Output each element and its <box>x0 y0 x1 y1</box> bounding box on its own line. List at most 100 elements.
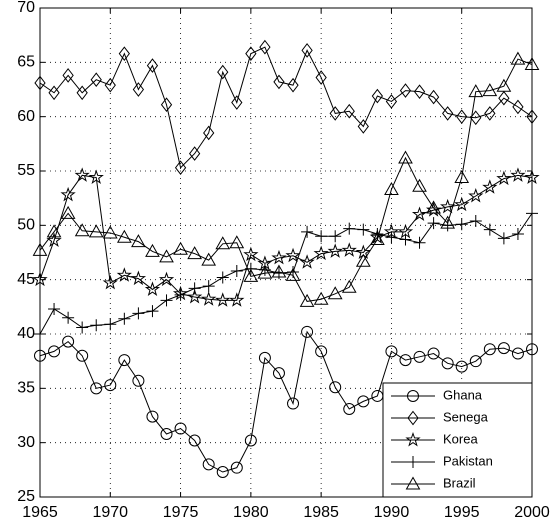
marker <box>230 461 243 474</box>
marker <box>341 242 357 257</box>
marker <box>301 325 314 338</box>
marker <box>146 305 159 318</box>
marker <box>385 231 398 244</box>
marker <box>313 245 329 261</box>
marker <box>244 434 257 447</box>
marker <box>426 200 441 214</box>
marker <box>48 85 60 101</box>
marker <box>399 233 412 246</box>
marker <box>76 349 89 362</box>
marker <box>187 246 202 260</box>
marker <box>62 335 75 348</box>
marker <box>173 241 188 255</box>
legend-label: Brazil <box>443 475 476 490</box>
marker <box>130 270 147 286</box>
y-tick-label: 55 <box>17 162 35 179</box>
marker <box>287 77 299 93</box>
marker <box>158 271 175 287</box>
marker <box>329 106 341 121</box>
legend: Ghana Senega Korea Pakistan Brazil <box>382 382 533 498</box>
marker <box>102 274 118 290</box>
marker <box>483 343 496 356</box>
x-tick-label: 1995 <box>444 504 480 521</box>
marker <box>202 280 215 293</box>
marker <box>258 351 271 364</box>
marker <box>76 85 88 101</box>
marker <box>160 427 173 440</box>
x-tick-label: 1985 <box>303 504 339 521</box>
marker <box>329 381 342 394</box>
marker <box>174 422 187 435</box>
marker <box>343 103 355 119</box>
marker <box>188 282 201 295</box>
marker <box>116 229 132 243</box>
marker <box>301 43 313 58</box>
marker <box>60 205 76 219</box>
marker <box>498 90 510 106</box>
marker <box>371 88 384 104</box>
marker <box>244 262 257 275</box>
marker <box>132 82 145 97</box>
marker <box>229 292 245 307</box>
marker <box>188 146 201 161</box>
marker <box>271 249 287 265</box>
marker <box>118 354 131 367</box>
marker <box>74 167 90 182</box>
marker <box>385 94 398 109</box>
marker <box>60 186 76 202</box>
marker <box>343 402 356 415</box>
marker <box>174 288 187 301</box>
marker <box>104 77 116 93</box>
marker <box>484 106 496 121</box>
marker <box>90 319 103 332</box>
marker <box>427 89 440 105</box>
marker <box>482 179 498 194</box>
marker <box>144 281 161 296</box>
marker <box>385 345 398 358</box>
marker <box>327 286 343 300</box>
marker <box>217 64 229 80</box>
marker <box>104 318 117 331</box>
marker <box>299 293 315 307</box>
marker <box>146 58 159 73</box>
marker <box>273 74 285 90</box>
marker <box>271 264 287 278</box>
marker <box>90 382 103 395</box>
marker <box>357 119 369 134</box>
marker <box>132 374 145 387</box>
marker <box>259 39 271 55</box>
marker <box>145 243 160 257</box>
plot-frame <box>39 7 533 498</box>
marker <box>398 150 413 164</box>
marker <box>48 345 61 358</box>
marker <box>440 198 456 214</box>
marker <box>301 225 314 238</box>
marker <box>229 235 245 249</box>
marker <box>287 397 300 410</box>
marker <box>201 291 217 306</box>
marker <box>62 68 74 83</box>
marker <box>412 178 427 192</box>
marker <box>315 345 328 358</box>
y-tick-label: 35 <box>17 380 35 397</box>
y-tick-label: 60 <box>17 108 35 125</box>
marker <box>272 367 285 380</box>
marker <box>469 214 482 227</box>
marker <box>174 160 187 176</box>
series-line <box>39 58 533 302</box>
legend-marker <box>405 431 421 447</box>
marker <box>88 169 104 185</box>
marker <box>355 253 371 267</box>
marker <box>455 218 468 231</box>
marker <box>88 224 104 238</box>
legend-label: Korea <box>443 431 478 446</box>
marker <box>285 267 301 281</box>
marker <box>160 294 173 307</box>
marker <box>343 222 356 235</box>
marker <box>411 206 428 221</box>
marker <box>90 72 102 88</box>
marker <box>413 84 426 99</box>
marker <box>427 347 440 360</box>
marker <box>76 321 89 334</box>
y-tick-label: 45 <box>17 271 35 288</box>
